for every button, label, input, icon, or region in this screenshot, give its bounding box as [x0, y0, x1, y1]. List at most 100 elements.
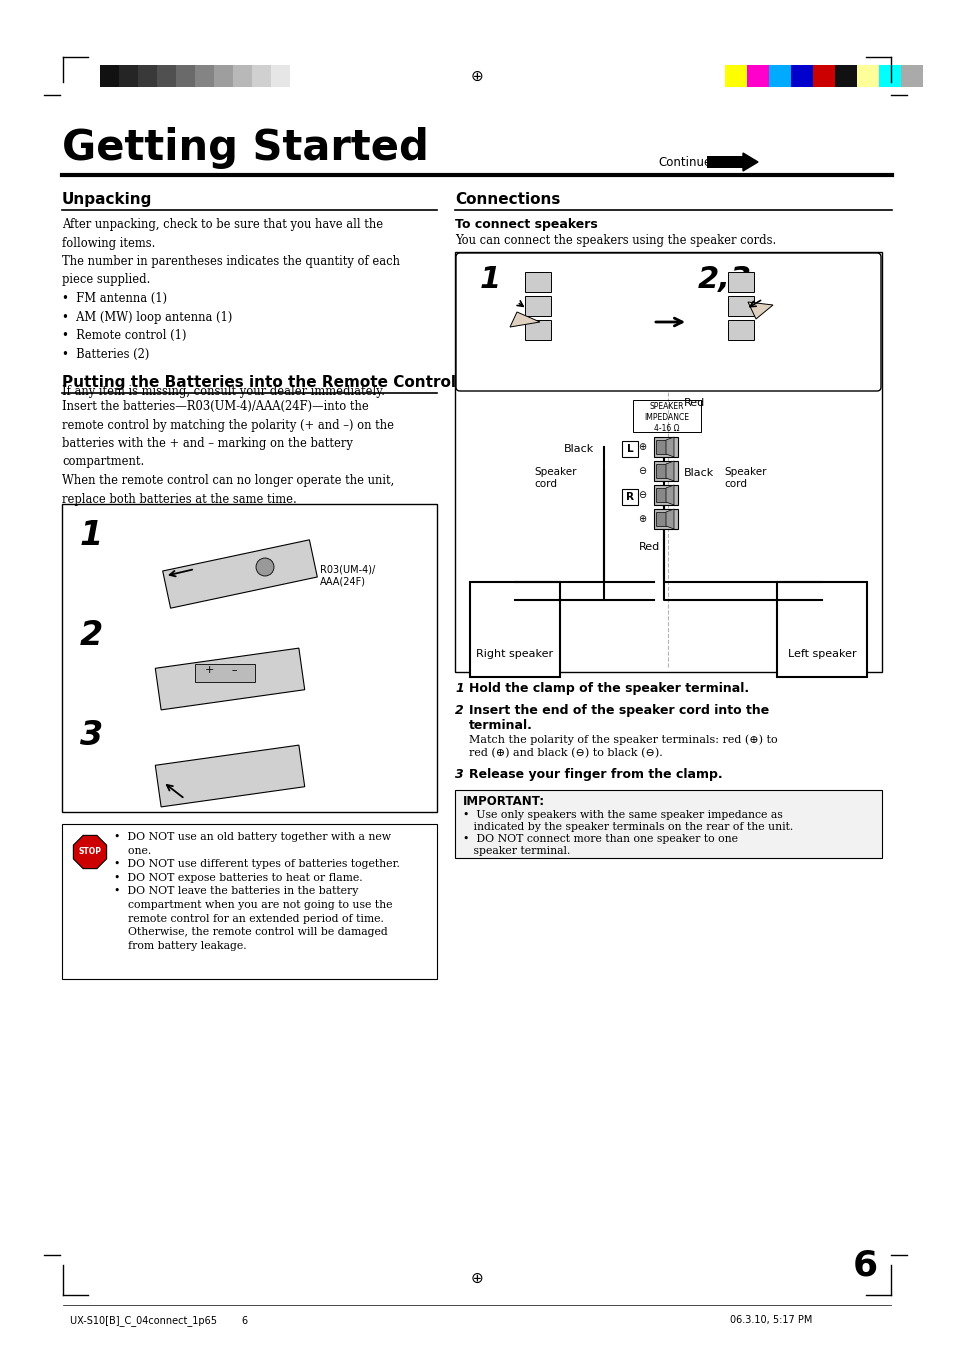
Bar — [656, 440, 665, 455]
Circle shape — [255, 557, 274, 576]
Text: Match the polarity of the speaker terminals: red (⊕) to: Match the polarity of the speaker termin… — [469, 733, 777, 744]
Text: ⊕: ⊕ — [470, 69, 483, 84]
Bar — [727, 296, 753, 317]
Text: 3: 3 — [80, 718, 103, 752]
Text: 3: 3 — [455, 769, 463, 781]
Polygon shape — [155, 648, 304, 710]
Text: ⊖: ⊖ — [638, 490, 645, 501]
Text: Black: Black — [683, 468, 714, 478]
Text: Unpacking: Unpacking — [62, 192, 152, 207]
Text: terminal.: terminal. — [469, 718, 533, 732]
Bar — [194, 65, 213, 87]
Bar — [524, 296, 551, 317]
Polygon shape — [665, 437, 673, 457]
Text: Insert the batteries—R03(UM-4)/AAA(24F)—into the
remote control by matching the : Insert the batteries—R03(UM-4)/AAA(24F)—… — [62, 400, 394, 506]
Polygon shape — [155, 746, 304, 806]
Text: ⊕: ⊕ — [638, 442, 645, 452]
Polygon shape — [665, 461, 673, 482]
Bar — [812, 65, 834, 87]
Bar — [654, 461, 678, 482]
Bar — [119, 65, 138, 87]
Bar — [727, 321, 753, 340]
Bar — [157, 65, 175, 87]
Bar — [856, 65, 878, 87]
Bar — [727, 272, 753, 292]
Bar — [213, 65, 233, 87]
Bar — [768, 65, 790, 87]
Bar — [100, 65, 119, 87]
Polygon shape — [665, 484, 673, 505]
Text: Release your finger from the clamp.: Release your finger from the clamp. — [469, 769, 721, 781]
Text: R: R — [625, 492, 634, 502]
Text: SPEAKER
IMPEDANCE
4-16 Ω: SPEAKER IMPEDANCE 4-16 Ω — [644, 402, 689, 433]
Text: Right speaker: Right speaker — [476, 649, 553, 659]
Text: 1: 1 — [455, 682, 463, 695]
Text: 2: 2 — [455, 704, 463, 717]
Text: Red: Red — [639, 543, 659, 552]
Text: +     –: + – — [205, 666, 237, 675]
Bar — [233, 65, 252, 87]
Text: 1: 1 — [80, 520, 103, 552]
Text: Continued: Continued — [658, 156, 718, 169]
Text: •  DO NOT use an old battery together with a new
    one.
•  DO NOT use differen: • DO NOT use an old battery together wit… — [113, 832, 399, 951]
Text: 06.3.10, 5:17 PM: 06.3.10, 5:17 PM — [729, 1315, 812, 1325]
Text: ⊕: ⊕ — [638, 514, 645, 524]
Bar — [271, 65, 290, 87]
Text: Putting the Batteries into the Remote Control: Putting the Batteries into the Remote Co… — [62, 375, 456, 390]
Bar — [656, 511, 665, 526]
Bar — [621, 488, 638, 505]
Text: You can connect the speakers using the speaker cords.: You can connect the speakers using the s… — [455, 234, 776, 248]
Text: R03(UM-4)/: R03(UM-4)/ — [319, 564, 375, 574]
Text: •  Use only speakers with the same speaker impedance as: • Use only speakers with the same speake… — [462, 810, 781, 820]
Bar — [455, 252, 882, 672]
Bar — [654, 509, 678, 529]
Text: Speaker
cord: Speaker cord — [534, 467, 576, 488]
Bar — [724, 65, 746, 87]
Polygon shape — [163, 540, 317, 609]
Polygon shape — [747, 302, 772, 319]
Bar — [633, 400, 700, 432]
Bar — [252, 65, 271, 87]
Text: 2,3: 2,3 — [698, 265, 751, 294]
Bar — [470, 582, 559, 676]
Bar — [706, 156, 742, 168]
Polygon shape — [510, 313, 539, 327]
Text: IMPORTANT:: IMPORTANT: — [462, 796, 544, 808]
Bar — [290, 65, 309, 87]
Bar — [455, 790, 882, 858]
Text: •  DO NOT connect more than one speaker to one: • DO NOT connect more than one speaker t… — [462, 833, 738, 844]
Text: indicated by the speaker terminals on the rear of the unit.: indicated by the speaker terminals on th… — [462, 823, 792, 832]
Bar — [654, 484, 678, 505]
Bar — [524, 321, 551, 340]
Text: red (⊕) and black (⊖) to black (⊖).: red (⊕) and black (⊖) to black (⊖). — [469, 748, 662, 758]
Bar — [62, 824, 436, 980]
Bar — [654, 437, 678, 457]
Text: 6: 6 — [852, 1247, 877, 1283]
Text: Insert the end of the speaker cord into the: Insert the end of the speaker cord into … — [469, 704, 768, 717]
Text: STOP: STOP — [78, 847, 101, 856]
Text: After unpacking, check to be sure that you have all the
following items.
The num: After unpacking, check to be sure that y… — [62, 218, 399, 398]
Bar — [194, 664, 254, 682]
Bar — [834, 65, 856, 87]
Polygon shape — [742, 153, 758, 170]
Bar — [138, 65, 157, 87]
Text: ⊖: ⊖ — [638, 465, 645, 476]
Bar — [621, 441, 638, 457]
Bar — [790, 65, 812, 87]
Text: 2: 2 — [80, 620, 103, 652]
Text: Connections: Connections — [455, 192, 559, 207]
Bar — [656, 464, 665, 478]
Text: ⊕: ⊕ — [470, 1270, 483, 1285]
FancyBboxPatch shape — [456, 253, 880, 391]
Bar — [746, 65, 768, 87]
Bar — [900, 65, 923, 87]
Text: Hold the clamp of the speaker terminal.: Hold the clamp of the speaker terminal. — [469, 682, 748, 695]
Text: L: L — [626, 444, 633, 455]
Text: Black: Black — [563, 444, 594, 455]
Bar — [175, 65, 194, 87]
Text: Red: Red — [683, 398, 704, 409]
Text: Getting Started: Getting Started — [62, 127, 429, 169]
Text: UX-S10[B]_C_04connect_1p65        6: UX-S10[B]_C_04connect_1p65 6 — [70, 1315, 248, 1326]
Text: 1: 1 — [479, 265, 500, 294]
Text: speaker terminal.: speaker terminal. — [462, 846, 570, 856]
